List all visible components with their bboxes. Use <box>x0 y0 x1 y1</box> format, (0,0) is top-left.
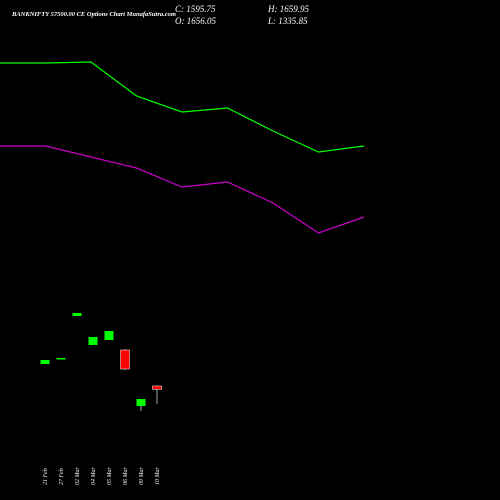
x-tick-label: 27 Feb <box>59 468 65 485</box>
candle-body <box>72 313 82 316</box>
candle-body <box>40 360 50 364</box>
high-label: H: 1659.95 <box>267 4 309 14</box>
x-tick-label: 02 Mar <box>75 467 81 485</box>
candle-body <box>136 399 146 406</box>
chart-title: BANKNIFTY 57500.00 CE Options Chart Muna… <box>11 11 176 18</box>
x-tick-label: 10 Mar <box>155 467 161 485</box>
candle-body <box>152 385 162 390</box>
indicator-line <box>0 61 365 153</box>
candle-body <box>88 337 98 345</box>
x-tick-label: 05 Mar <box>107 467 113 485</box>
candle-body <box>56 358 66 360</box>
x-tick-label: 21 Feb <box>43 468 49 485</box>
indicator-line <box>0 145 365 234</box>
candle-body <box>120 349 130 370</box>
x-tick-label: 09 Mar <box>139 467 145 485</box>
x-tick-label: 06 Mar <box>123 467 129 485</box>
candle-body <box>104 331 114 340</box>
close-label: C: 1595.75 <box>175 4 216 14</box>
open-label: O: 1656.05 <box>175 16 216 26</box>
x-tick-label: 04 Mar <box>90 467 97 485</box>
low-label: L: 1335.85 <box>267 16 308 26</box>
